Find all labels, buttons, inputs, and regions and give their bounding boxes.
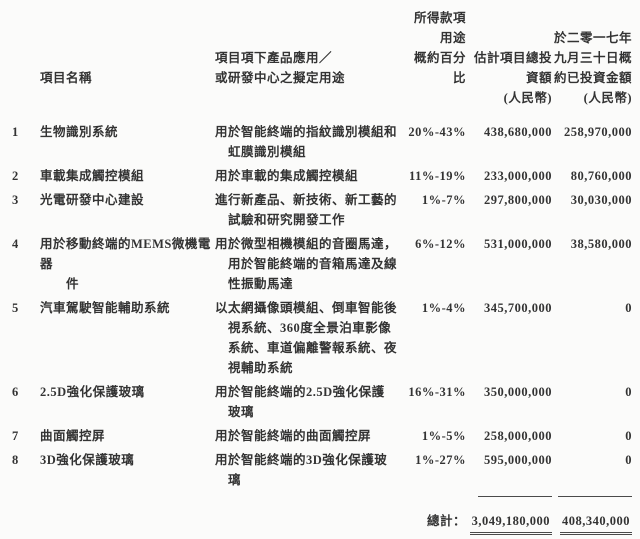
percent-value: 20%-43% (408, 125, 466, 139)
est-investment-value: 233,000,000 (484, 169, 552, 183)
project-no: 3 (12, 193, 19, 207)
subtotal-rule-row (12, 494, 632, 499)
table-row: 8 3D強化保護玻璃 用於智能終端的3D強化保護玻 璃 1%-27% 595,0… (12, 450, 632, 494)
est-investment-value: 438,680,000 (484, 125, 552, 139)
est-investment-value: 345,700,000 (484, 301, 552, 315)
invested-value: 30,030,000 (570, 193, 632, 207)
table-row: 4 用於移動終端的MEMS微機電器 件 用於微型相機模組的音圈馬達， 用於智能終… (12, 234, 632, 298)
use-description: 用於智能終端的3D強化保護玻 璃 (215, 453, 388, 487)
project-no: 8 (12, 453, 19, 467)
project-no: 4 (12, 237, 19, 251)
project-name: 車載集成觸控模組 (40, 169, 145, 183)
header-project-name: 項目名稱 (40, 71, 93, 85)
project-no: 6 (12, 385, 19, 399)
header-percent: 所得款項用途 概約百分比 (413, 11, 466, 85)
use-description: 進行新產品、新技術、新工藝的 試驗和研究開發工作 (215, 193, 398, 227)
percent-value: 1%-4% (421, 301, 466, 315)
invested-value: 0 (625, 429, 632, 443)
percent-value: 6%-12% (415, 237, 466, 251)
column-total-rule (478, 496, 552, 497)
table-row: 3 光電研發中心建設 進行新產品、新技術、新工藝的 試驗和研究開發工作 1%-7… (12, 190, 632, 234)
percent-value: 1%-7% (421, 193, 466, 207)
invested-value: 0 (625, 301, 632, 315)
column-total-rule (558, 496, 632, 497)
table-header: 項目名稱 項目項下產品應用／ 或研發中心之擬定用途 所得款項用途 概約百分比 估… (12, 8, 632, 122)
table-row: 7 曲面觸控屏 用於智能終端的曲面觸控屏 1%-5% 258,000,000 0 (12, 426, 632, 450)
use-description: 用於車載的集成觸控模組 (215, 169, 359, 183)
invested-value: 0 (625, 385, 632, 399)
est-investment-value: 258,000,000 (484, 429, 552, 443)
table-row: 1 生物識別系統 用於智能終端的指紋識別模組和 虹膜識別模組 20%-43% 4… (12, 122, 632, 166)
total-invested: 408,340,000 (560, 511, 632, 535)
project-name: 用於移動終端的MEMS微機電器 件 (40, 237, 211, 291)
header-est-investment: 估計項目總投 資額 (人民幣) (473, 51, 552, 105)
invested-value: 258,970,000 (564, 125, 632, 139)
project-name: 曲面觸控屏 (40, 429, 106, 443)
table-row: 2 車載集成觸控模組 用於車載的集成觸控模組 11%-19% 233,000,0… (12, 166, 632, 190)
project-name: 光電研發中心建設 (40, 193, 145, 207)
percent-value: 1%-5% (421, 429, 466, 443)
total-est-investment: 3,049,180,000 (469, 511, 552, 535)
project-no: 2 (12, 169, 19, 183)
table-row: 6 2.5D強化保護玻璃 用於智能終端的2.5D強化保護 玻璃 16%-31% … (12, 382, 632, 426)
project-name: 生物識別系統 (40, 125, 119, 139)
invested-value: 38,580,000 (570, 237, 632, 251)
table-body: 1 生物識別系統 用於智能終端的指紋識別模組和 虹膜識別模組 20%-43% 4… (12, 122, 632, 539)
header-project-no (12, 8, 40, 122)
use-description: 用於智能終端的曲面觸控屏 (215, 429, 372, 443)
project-name: 汽車駕駛智能輔助系統 (40, 301, 171, 315)
project-no: 5 (12, 301, 19, 315)
percent-value: 16%-31% (408, 385, 466, 399)
invested-value: 80,760,000 (570, 169, 632, 183)
est-investment-value: 350,000,000 (484, 385, 552, 399)
project-name: 3D強化保護玻璃 (40, 453, 135, 467)
use-of-proceeds-table: 項目名稱 項目項下產品應用／ 或研發中心之擬定用途 所得款項用途 概約百分比 估… (12, 8, 632, 539)
table-row: 5 汽車駕駛智能輔助系統 以太網攝像頭模組、倒車智能後 視系統、360度全景泊車… (12, 298, 632, 382)
est-investment-value: 531,000,000 (484, 237, 552, 251)
header-invested: 於二零一七年 九月三十日概 約已投資金額 (人民幣) (553, 31, 632, 105)
header-use: 項目項下產品應用／ 或研發中心之擬定用途 (215, 51, 346, 85)
invested-value: 0 (625, 453, 632, 467)
total-row: 總計： 3,049,180,000 408,340,000 (12, 499, 632, 539)
est-investment-value: 297,800,000 (484, 193, 552, 207)
project-no: 7 (12, 429, 19, 443)
use-description: 以太網攝像頭模組、倒車智能後 視系統、360度全景泊車影像 系統、車道偏離警報系… (215, 301, 398, 375)
use-description: 用於智能終端的2.5D強化保護 玻璃 (215, 385, 385, 419)
use-description: 用於微型相機模組的音圈馬達， 用於智能終端的音箱馬達及線 性振動馬達 (215, 237, 398, 291)
total-label: 總計： (426, 514, 466, 528)
est-investment-value: 595,000,000 (484, 453, 552, 467)
project-name: 2.5D強化保護玻璃 (40, 385, 145, 399)
project-no: 1 (12, 125, 19, 139)
use-description: 用於智能終端的指紋識別模組和 虹膜識別模組 (215, 125, 398, 159)
percent-value: 1%-27% (415, 453, 466, 467)
percent-value: 11%-19% (409, 169, 466, 183)
header-row: 項目名稱 項目項下產品應用／ 或研發中心之擬定用途 所得款項用途 概約百分比 估… (12, 8, 632, 122)
